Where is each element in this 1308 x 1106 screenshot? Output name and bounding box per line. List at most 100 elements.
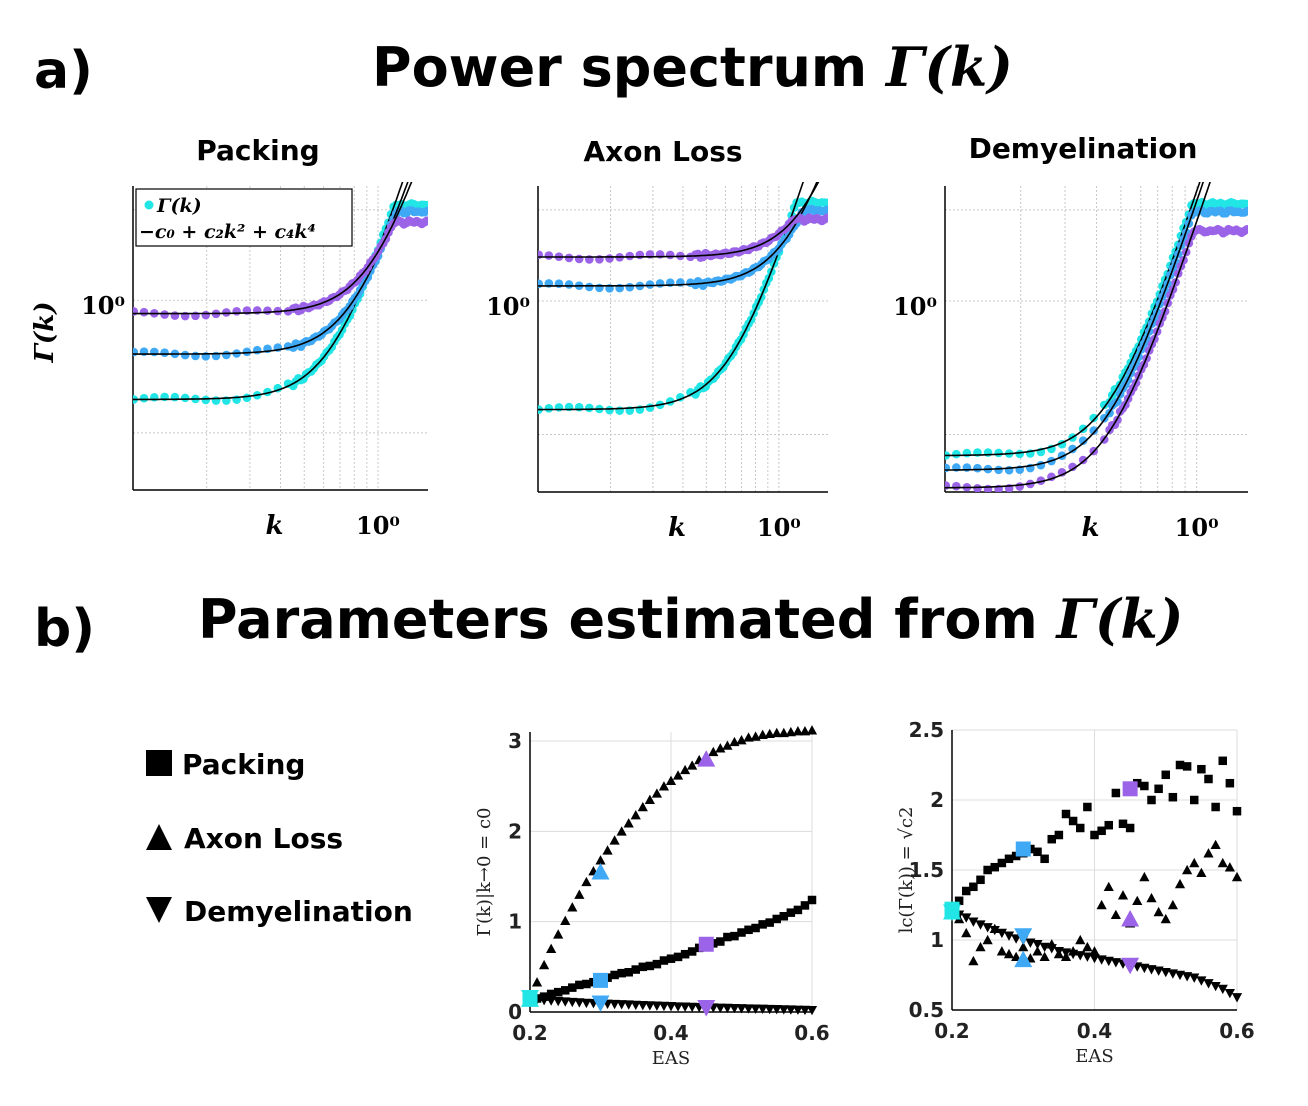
data-point xyxy=(1118,819,1128,829)
data-point xyxy=(1132,895,1143,906)
data-point xyxy=(1242,206,1248,216)
data-point xyxy=(637,801,648,812)
data-point xyxy=(1033,847,1042,857)
x-tick-label: 0.6 xyxy=(794,1021,829,1045)
data-point xyxy=(644,1001,655,1011)
data-point xyxy=(651,1001,662,1011)
data-point xyxy=(638,962,648,972)
data-point xyxy=(996,946,1007,956)
data-point xyxy=(952,449,961,459)
data-point xyxy=(561,986,570,995)
data-point xyxy=(680,1002,691,1012)
data-point xyxy=(1182,762,1192,771)
x-axis-label: k xyxy=(668,513,686,543)
data-point xyxy=(1004,854,1014,864)
data-point xyxy=(758,920,767,929)
grid xyxy=(529,732,813,1013)
y-axis-label: Γ(k) xyxy=(30,301,60,363)
data-point xyxy=(1018,941,1029,952)
data-point xyxy=(539,996,550,1006)
data-point xyxy=(1090,830,1099,840)
data-point xyxy=(531,977,543,987)
data-point xyxy=(1154,784,1163,794)
x-axis-label: EAS xyxy=(652,1048,690,1069)
data-point xyxy=(1068,444,1077,454)
plot-area xyxy=(945,182,1248,492)
data-point xyxy=(765,918,774,927)
data-point xyxy=(750,1004,761,1014)
data-point xyxy=(652,959,662,969)
highlight-point xyxy=(1014,950,1033,968)
data-point xyxy=(584,403,594,413)
legend-triangle-up-icon xyxy=(146,824,172,850)
data-point xyxy=(1224,862,1235,872)
data-point xyxy=(1110,909,1121,920)
data-point xyxy=(133,307,139,316)
data-point xyxy=(582,979,591,989)
data-point xyxy=(252,345,262,355)
data-point xyxy=(1117,890,1129,900)
data-point xyxy=(973,484,982,492)
y-tick-label: 3 xyxy=(508,729,522,753)
data-point xyxy=(952,481,961,491)
data-point xyxy=(1075,934,1086,945)
chart-title: Axon Loss xyxy=(583,135,742,168)
data-point xyxy=(139,393,149,403)
data-point xyxy=(751,923,760,933)
chart-demyelination: Demyelination 10⁰ 10⁰ k xyxy=(893,132,1248,543)
highlight-point xyxy=(591,995,610,1012)
data-point xyxy=(1003,948,1015,959)
data-point xyxy=(962,886,971,896)
data-point xyxy=(1103,881,1114,892)
data-point xyxy=(574,402,584,412)
data-point xyxy=(969,882,978,892)
panel-b-letter: b) xyxy=(34,599,95,659)
data-point xyxy=(968,955,979,966)
fit-line xyxy=(538,182,820,258)
data-point xyxy=(1189,857,1200,868)
data-point xyxy=(792,1005,803,1015)
x-axis-label: EAS xyxy=(1075,1046,1113,1067)
data-point xyxy=(1232,806,1242,816)
data-point xyxy=(996,928,1007,939)
data-point xyxy=(1015,449,1025,459)
highlight-point xyxy=(521,990,539,1007)
data-point xyxy=(1196,867,1207,878)
data-point xyxy=(180,350,190,360)
data-point xyxy=(1096,899,1107,910)
data-point xyxy=(792,725,803,736)
chart-lc-vs-eas: 0.2 0.4 0.6 0.5 1 1.5 2 2.5 EAS lc(Γ(k)) = √c2 xyxy=(896,718,1255,1067)
y-tick-label: 1 xyxy=(930,928,944,952)
data-point xyxy=(806,1005,818,1016)
y-axis-label: lc(Γ(k)) = √c2 xyxy=(896,807,917,934)
y-tick-label: 2.5 xyxy=(909,718,944,742)
data-point xyxy=(1078,455,1088,465)
data-point xyxy=(945,463,951,473)
data-point xyxy=(757,1004,768,1015)
data-point xyxy=(625,282,635,292)
panel-b-title-math: Γ(k) xyxy=(1055,587,1184,651)
data-point xyxy=(665,775,677,786)
highlight-point xyxy=(1121,910,1140,927)
chart-title: Demyelination xyxy=(969,132,1198,165)
data-point xyxy=(716,937,725,946)
data-point xyxy=(1082,941,1093,952)
data-point xyxy=(1147,795,1156,805)
data-point xyxy=(546,996,557,1006)
data-point xyxy=(1046,944,1057,954)
data-point xyxy=(822,198,828,208)
data-point xyxy=(973,463,982,473)
data-point xyxy=(1039,951,1050,962)
data-point xyxy=(263,306,272,315)
data-point xyxy=(822,205,828,215)
legend-dot-icon xyxy=(144,200,154,210)
data-point xyxy=(672,1002,684,1012)
data-point xyxy=(730,931,739,941)
data-point xyxy=(1210,839,1221,850)
x-tick-label: 0.2 xyxy=(512,1021,547,1045)
y-axis-label: Γ(k)|k→0 = c0 xyxy=(474,807,495,936)
data-point xyxy=(1225,778,1235,788)
data-point xyxy=(201,395,211,405)
highlight-point xyxy=(1015,841,1031,857)
data-point xyxy=(1168,792,1178,802)
